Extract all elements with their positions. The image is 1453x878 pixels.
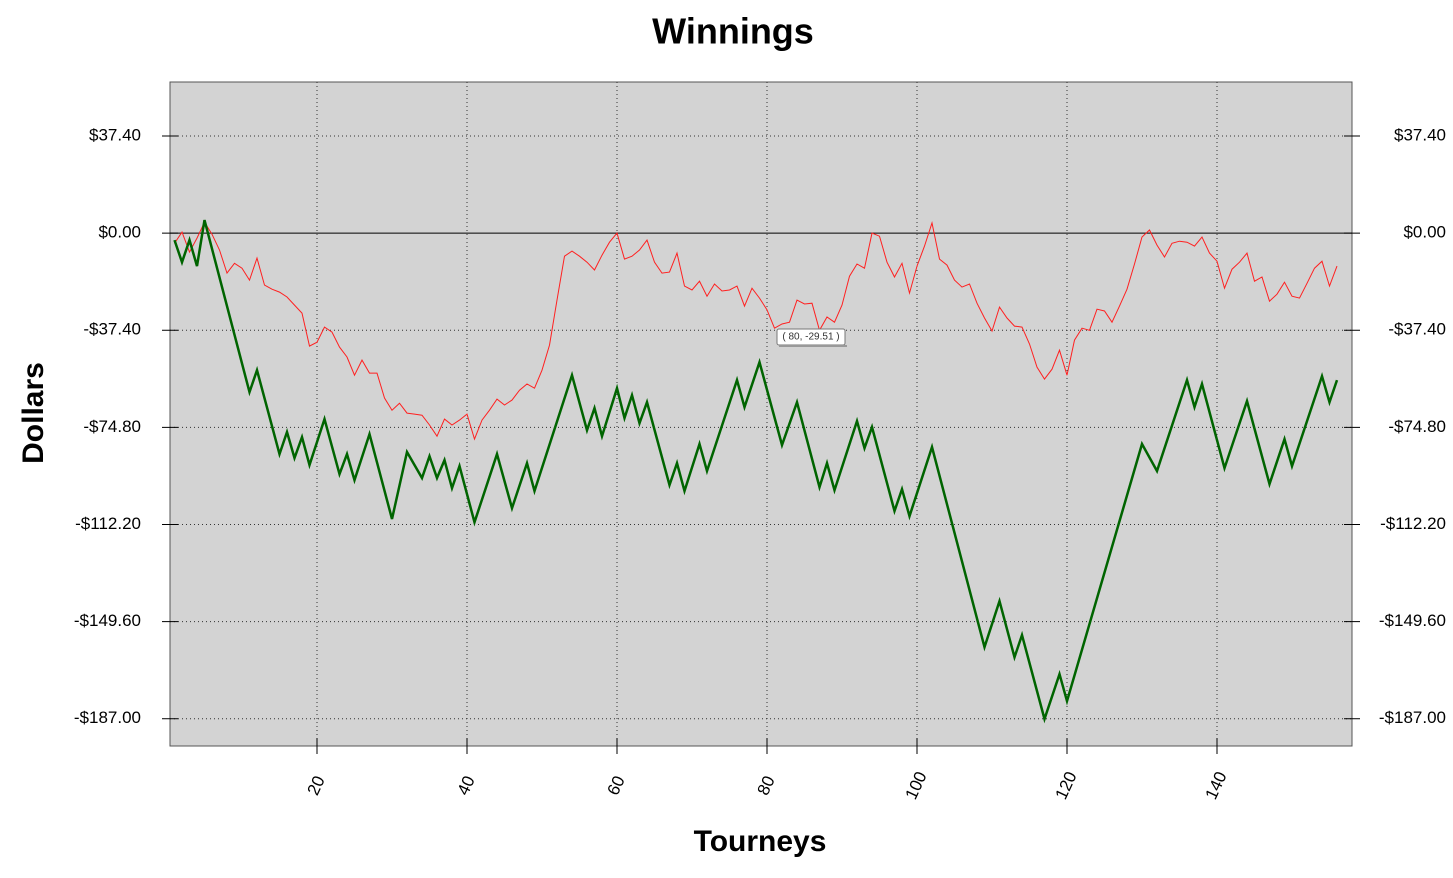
y-tick-label: -$112.20: [75, 514, 141, 533]
y2-tick-label: -$187.00: [1379, 708, 1446, 727]
x-tick-label: 120: [1051, 769, 1080, 803]
y-tick-label: -$149.60: [74, 611, 141, 630]
tooltip-text: ( 80, -29.51 ): [782, 332, 839, 343]
data-line: [174, 221, 1338, 441]
y-tick-label: -$187.00: [74, 708, 141, 727]
x-tick-label: 80: [753, 773, 778, 798]
x-axis-label: Tourneys: [694, 825, 827, 858]
y-tick-label: -$74.80: [83, 417, 141, 436]
y-axis-label: Dollars: [17, 362, 50, 464]
x-tick-label: 40: [453, 773, 478, 798]
plot-background: [169, 81, 1353, 747]
y-tick-label: $37.40: [89, 125, 141, 144]
y-tick-label: -$37.40: [83, 320, 141, 339]
y2-tick-label: -$149.60: [1379, 611, 1446, 630]
y2-tick-label: -$112.20: [1380, 514, 1446, 533]
plot-area: $37.40 $37.40 $0.00 $0.00 -$37.40 -$37.40 -$74…: [74, 81, 1446, 803]
data-line: [173, 219, 1339, 724]
y2-tick-label: -$74.80: [1388, 417, 1446, 436]
x-tick-label: 60: [603, 773, 628, 798]
y-tick-label: $0.00: [98, 223, 141, 242]
chart-title: Winnings: [652, 11, 814, 52]
y2-tick-label: $37.40: [1394, 125, 1446, 144]
tooltip: ( 80, -29.51 ): [776, 328, 847, 347]
y2-tick-label: -$37.40: [1388, 320, 1446, 339]
y2-tick-label: $0.00: [1403, 223, 1446, 242]
tooltip-shadow: [779, 345, 847, 347]
x-tick-label: 20: [303, 773, 328, 798]
x-tick-label: 140: [1201, 769, 1230, 803]
x-tick-label: 100: [901, 769, 930, 803]
